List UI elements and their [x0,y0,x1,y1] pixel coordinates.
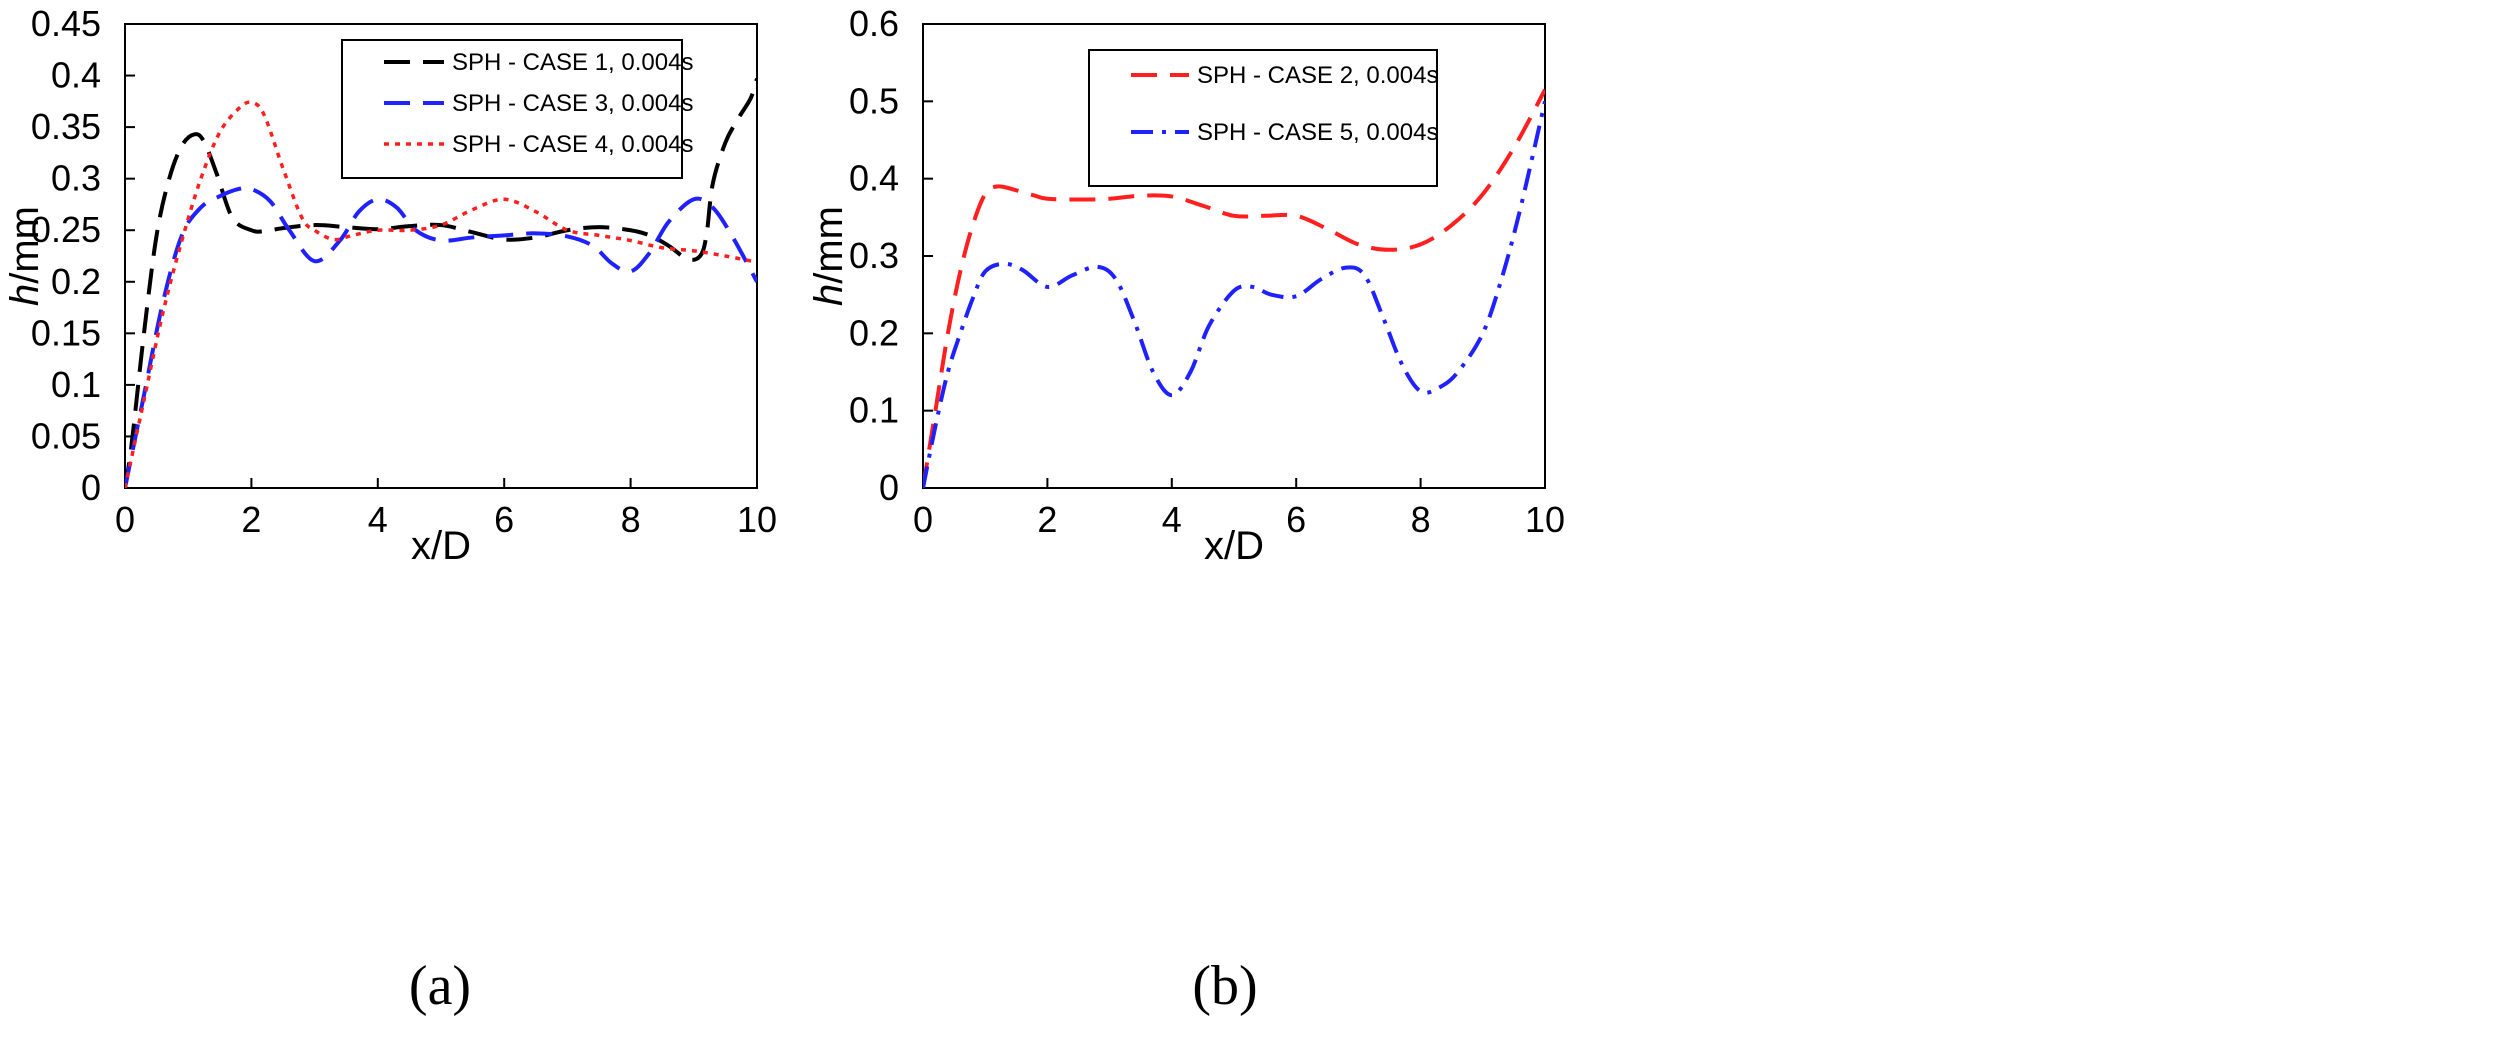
chart-b-legend: SPH - CASE 2, 0.004s SPH - CASE 5, 0.004s [1088,49,1438,187]
chart-a-y-tick-label: 0.25 [31,209,101,250]
chart-a-y-tick-label: 0.4 [51,55,101,96]
chart-b-y-tick-label: 0.2 [849,312,899,353]
chart-a-series-line-2 [125,185,757,488]
chart-a-y-axis-label: h/mm [3,206,47,306]
chart-a-y-tick-label: 0.15 [31,312,101,353]
chart-a-legend-label-2: SPH - CASE 3, 0.004s [452,90,693,117]
chart-a-x-tick-label: 6 [494,499,514,540]
chart-b-x-tick-label: 10 [1525,499,1565,540]
chart-b-legend-box [1088,49,1438,187]
chart-a-x-tick-label: 8 [621,499,641,540]
chart-b-y-tick-label: 0.6 [849,3,899,44]
chart-a-plot-frame [124,23,758,489]
chart-a-y-tick-label: 0.45 [31,3,101,44]
chart-b-legend-label-2: SPH - CASE 5, 0.004s [1197,119,1438,146]
chart-b-y-axis-label-symbol: h [807,284,851,306]
chart-b-series-line-2 [923,100,1545,488]
chart-b-x-tick-label: 8 [1411,499,1431,540]
chart-b-x-tick-label: 4 [1162,499,1182,540]
chart-a-y-tick-label: 0 [81,467,101,508]
chart-a-legend-label-1: SPH - CASE 1, 0.004s [452,49,693,76]
chart-b-x-axis-label: x/D [1204,524,1264,568]
chart-a-x-tick-label: 0 [115,499,135,540]
chart-a-x-tick-label: 10 [737,499,777,540]
chart-a-y-tick-label: 0.35 [31,106,101,147]
chart-a-panel-label: (a) [409,955,471,1017]
chart-b-y-tick-label: 0.5 [849,80,899,121]
chart-a-series-group [125,78,757,488]
chart-a-y-tick-label: 0.3 [51,158,101,199]
chart-b: 0 2 4 6 8 10 0 0.1 0.2 0.3 0.4 0.5 0.6 x/D h/mm SPH - C… [807,3,1565,1017]
chart-a-y-tick-label: 0.1 [51,364,101,405]
chart-b-y-tick-label: 0 [879,467,899,508]
chart-b-series-group [923,88,1545,488]
chart-b-y-tick-label: 0.1 [849,390,899,431]
chart-b-panel-label: (b) [1192,955,1257,1017]
chart-a-legend-label-3: SPH - CASE 4, 0.004s [452,131,693,158]
chart-b-y-tick-label: 0.3 [849,235,899,276]
chart-b-y-axis-label: h/mm [807,206,851,306]
chart-a-series-line-3 [125,100,757,488]
chart-a-x-axis-label: x/D [411,524,471,568]
chart-b-legend-label-1: SPH - CASE 2, 0.004s [1197,62,1438,89]
chart-b-y-tick-label: 0.4 [849,158,899,199]
chart-a-y-axis-label-symbol: h [3,284,47,306]
chart-a-y-tick-label: 0.2 [51,261,101,302]
chart-b-x-tick-label: 2 [1037,499,1057,540]
chart-b-x-tick-label: 0 [913,499,933,540]
chart-a-x-tick-label: 2 [241,499,261,540]
chart-a-x-tick-label: 4 [368,499,388,540]
chart-b-y-axis-label-unit: /mm [807,206,851,284]
chart-a: 0 2 4 6 8 10 0 0.05 0.1 0.15 0.2 0.25 0.3 0.35 0.4 0.45… [3,3,777,1017]
chart-a-series-line-1 [125,78,757,488]
chart-a-y-axis-label-unit: /mm [3,206,47,284]
chart-b-series-line-1 [923,88,1545,488]
chart-a-y-tick-label: 0.05 [31,415,101,456]
chart-a-legend: SPH - CASE 1, 0.004s SPH - CASE 3, 0.004s… [341,39,693,179]
chart-b-x-tick-label: 6 [1286,499,1306,540]
